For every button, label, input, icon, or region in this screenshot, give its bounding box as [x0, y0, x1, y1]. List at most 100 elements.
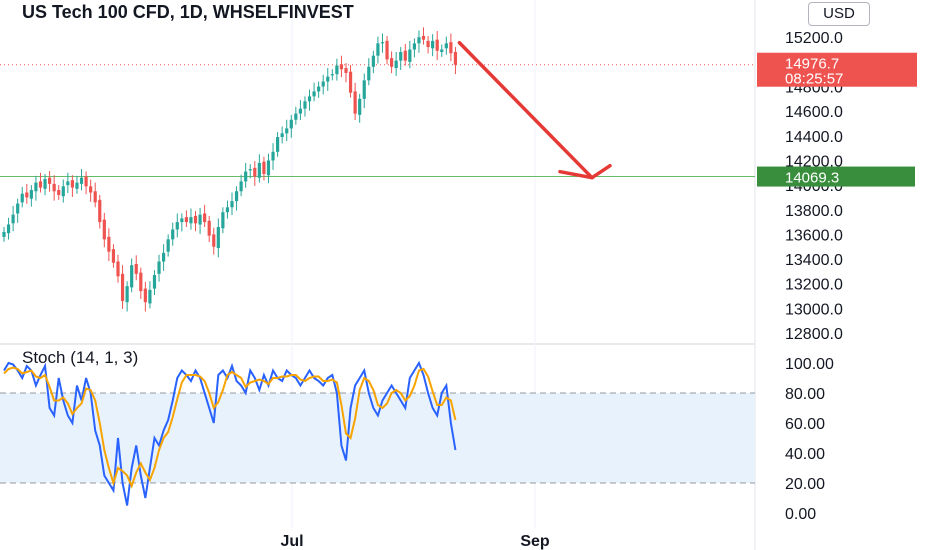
candle-body [385, 40, 389, 60]
candle-body [102, 219, 106, 240]
candle-body [257, 162, 261, 178]
candle-body [193, 215, 198, 224]
last-price-tag: 14976.708:25:57 [757, 52, 917, 88]
candle-body [130, 265, 134, 288]
price-tick-label: 13800.0 [785, 203, 843, 220]
price-tick-label: 14600.0 [785, 104, 843, 121]
level-tag: 14069.3 [757, 166, 915, 187]
candle-body [198, 214, 202, 225]
stoch-tick-label: 100.00 [785, 356, 834, 373]
candle-body [362, 80, 366, 99]
price-tick-label: 15200.0 [785, 30, 843, 47]
candle-body [116, 261, 120, 277]
candle-body [298, 108, 302, 114]
candle-body [285, 128, 289, 134]
candle-body [394, 60, 398, 69]
candle-body [353, 91, 357, 114]
candle-body [371, 55, 375, 67]
candle-body [449, 42, 453, 54]
candle-body [444, 43, 448, 49]
candle-body [125, 286, 129, 303]
candle-body [294, 113, 298, 120]
candle-body [453, 51, 458, 65]
price-tick-label: 14400.0 [785, 129, 843, 146]
candle-body [175, 222, 179, 230]
last-price-tag-bg [757, 52, 917, 87]
candle-body [440, 49, 444, 52]
candle-body [321, 81, 325, 87]
candle-body [312, 91, 316, 97]
candle-body [212, 234, 216, 247]
candle-body [262, 161, 266, 175]
price-tick-label: 13000.0 [785, 301, 843, 318]
candle-body [216, 227, 220, 248]
stoch-tick-label: 80.00 [785, 386, 825, 403]
candle-body [253, 167, 257, 177]
candle-body [152, 275, 157, 289]
candle-body [399, 51, 403, 61]
candle-body [157, 261, 161, 274]
candle-body [339, 64, 344, 70]
candle-body [57, 190, 61, 195]
last-price-value: 14976.7 [785, 56, 839, 73]
candle-body [403, 50, 407, 61]
candle-body [348, 71, 353, 93]
candle-body [107, 236, 111, 252]
candle-body [289, 119, 293, 129]
candle-body [98, 199, 102, 223]
candle-body [11, 214, 15, 224]
candle-body [25, 192, 29, 198]
candle-body [66, 181, 70, 186]
candle-body [244, 171, 248, 182]
candle-body [180, 218, 184, 223]
candle-body [431, 40, 435, 49]
candle-body [29, 190, 33, 199]
candle-body [335, 65, 339, 75]
candle-body [84, 176, 88, 187]
candle-body [271, 151, 275, 161]
projection-arrow-shaft [457, 40, 594, 180]
candle-body [52, 183, 56, 192]
candle-body [16, 203, 20, 214]
stoch-tick-label: 20.00 [785, 476, 825, 493]
candle-body [38, 181, 43, 188]
stoch-band [0, 393, 755, 483]
candle-body [225, 207, 230, 213]
candle-body [307, 96, 312, 102]
candle-body [276, 137, 280, 152]
stoch-tick-label: 60.00 [785, 416, 825, 433]
candle-body [221, 212, 225, 229]
candle-body [367, 66, 371, 81]
time-tick-label: Sep [520, 533, 550, 550]
price-tick-label: 13600.0 [785, 227, 843, 244]
candle-body [380, 42, 385, 44]
candle-body [20, 193, 24, 203]
stoch-d-line [3, 366, 457, 489]
candle-body [120, 273, 125, 301]
candle-body [317, 86, 321, 92]
candle-body [166, 239, 170, 252]
candle-body [330, 74, 334, 76]
candle-body [189, 217, 193, 224]
candle-body [426, 40, 430, 48]
candle-body [6, 224, 11, 234]
countdown-value: 08:25:57 [785, 71, 843, 88]
level-tag-bg [757, 166, 915, 187]
candle-body [344, 68, 348, 73]
candle-body [93, 191, 97, 203]
candle-body [134, 263, 138, 274]
candle-body [79, 177, 84, 184]
chart-title: US Tech 100 CFD, 1D, WHSELFINVEST [22, 2, 354, 22]
currency-button[interactable]: USD [808, 2, 870, 26]
candle-body [376, 43, 380, 56]
candle-body [390, 58, 394, 67]
candle-body [203, 213, 207, 223]
candle-body [61, 186, 65, 197]
candle-body [139, 272, 143, 292]
candle-body [412, 43, 416, 50]
candle-body [266, 160, 271, 176]
candle-body [70, 180, 74, 188]
candle-body [143, 288, 147, 303]
candle-body [111, 249, 116, 263]
